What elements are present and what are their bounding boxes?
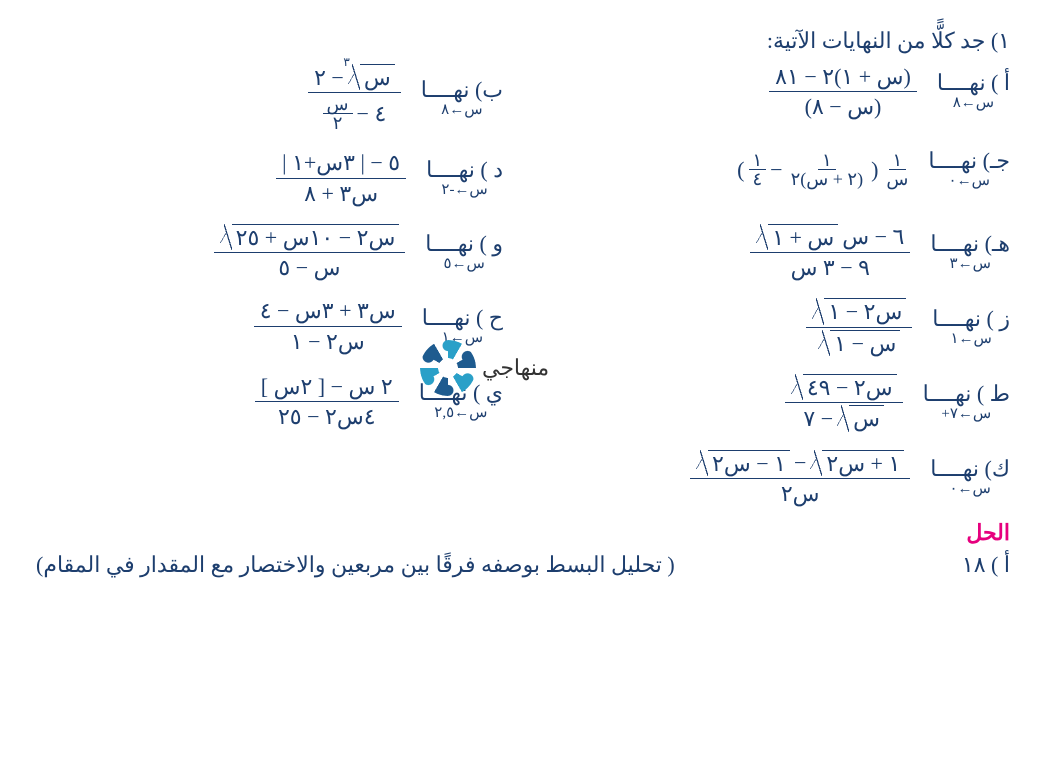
sqrt-icon: س٢ − ١٠س + ٢٥ [220,224,400,250]
label-a: أ ) نهــــا [937,72,1010,94]
problem-d: د ) نهــــاس←-٢ ٥ − | ٣س+١ | س٣ + ٨ [36,150,503,206]
problem-a: أ ) نهــــا س←٨ (س + ١)٢ − ٨١ (س − ٨) [543,64,1010,120]
lim-a: س←٨ [953,96,994,111]
problem-k: ك) نهــــاس←٠ ١ + س٢ − ١ − س٢ س٢ [543,450,1010,507]
label-b: ب) نهــــا [421,79,503,101]
problem-i: ط ) نهــــاس←٧+ س٢ − ٤٩ س − ٧ [543,374,1010,432]
lim-b: س←٨ [441,103,482,118]
problem-c: جـ) نهــــاس←٠ ١س ( ١(٢ + س)٢ − ١٤ ) [543,150,1010,189]
num-a: (س + ١)٢ − ٨١ [769,64,917,92]
problem-e: هـ) نهــــاس←٣ ٦ − س س + ١ ٩ − ٣ س [543,224,1010,281]
den-a: (س − ٨) [799,92,888,119]
cuberoot-icon: س [348,64,395,90]
solution-a: أ ) ١٨ ( تحليل البسط بوصفه فرقًا بين مرب… [36,552,1010,578]
problem-b: ب) نهــــاس←٨ س − ٢ ٤ − س٢ [36,64,503,132]
num-b-tail: − ٢ [314,65,344,90]
sqrt-icon: س + ١ [756,224,838,250]
problem-f: و ) نهــــاس←٥ س٢ − ١٠س + ٢٥ س − ٥ [36,224,503,281]
problems-grid: أ ) نهــــا س←٨ (س + ١)٢ − ٨١ (س − ٨) ب) … [36,64,1010,506]
solution-heading: الحل [36,520,1010,546]
question-heading: ١) جد كلًّا من النهايات الآتية: [36,28,1010,54]
den-b-lead: ٤ − [357,101,387,126]
answer-a: أ ) ١٨ [962,552,1010,578]
problem-g: ز ) نهــــاس←١ س٢ − ١ س − ١ [543,298,1010,356]
problem-j: ي ) نهــــاس←٢,٥ ٢ س − [ ٢س ] ٤س٢ − ٢٥ [36,374,503,430]
explain-a: ( تحليل البسط بوصفه فرقًا بين مربعين وال… [36,552,675,578]
problem-h: ح ) نهــــاس←١ س٣ + ٣س − ٤ س٢ − ١ [36,298,503,354]
